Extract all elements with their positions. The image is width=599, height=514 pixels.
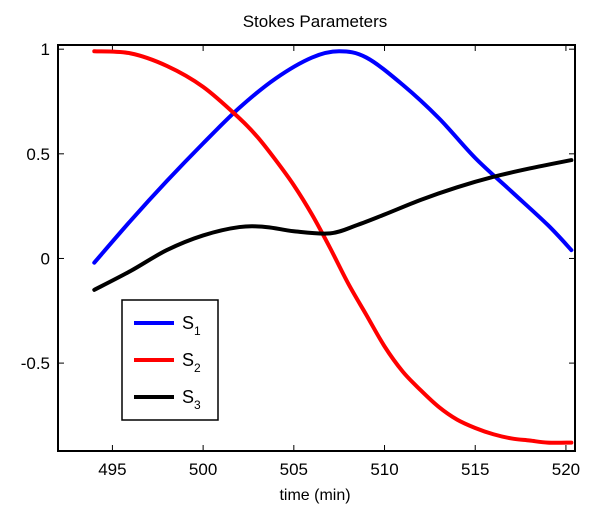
x-tick-label: 505 xyxy=(280,460,308,479)
series-line-s3 xyxy=(92,158,574,292)
x-tick-label: 515 xyxy=(461,460,489,479)
series-line-s2 xyxy=(92,49,574,445)
y-tick-label: -0.5 xyxy=(21,354,50,373)
chart-title: Stokes Parameters xyxy=(243,12,388,31)
legend-label-s3: S3 xyxy=(182,387,201,412)
y-tick-label: 0.5 xyxy=(26,145,50,164)
y-tick-label: 0 xyxy=(41,249,50,268)
x-axis: 495 500 505 510 515 520 xyxy=(98,45,580,479)
x-tick-label: 520 xyxy=(552,460,580,479)
legend-label-main: S xyxy=(182,387,194,407)
legend-label-subscript: 1 xyxy=(194,324,201,338)
series-line-s1 xyxy=(92,49,574,265)
legend-label-s2: S2 xyxy=(182,350,201,375)
legend-label-main: S xyxy=(182,350,194,370)
x-axis-label: time (min) xyxy=(279,487,350,504)
legend-label-subscript: 2 xyxy=(194,361,201,375)
legend-label-subscript: 3 xyxy=(194,398,201,412)
legend-label-s1: S1 xyxy=(182,313,201,338)
y-axis: 1 0.5 0 -0.5 xyxy=(21,40,575,373)
x-tick-label: 510 xyxy=(370,460,398,479)
y-tick-label: 1 xyxy=(41,40,50,59)
x-tick-label: 500 xyxy=(189,460,217,479)
series-group xyxy=(92,49,574,445)
legend-label-main: S xyxy=(182,313,194,333)
x-tick-label: 495 xyxy=(98,460,126,479)
